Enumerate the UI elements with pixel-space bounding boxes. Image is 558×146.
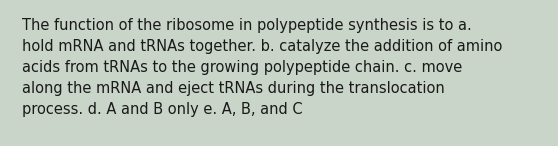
Text: acids from tRNAs to the growing polypeptide chain. c. move: acids from tRNAs to the growing polypept… [22, 60, 462, 75]
Text: along the mRNA and eject tRNAs during the translocation: along the mRNA and eject tRNAs during th… [22, 81, 445, 96]
Text: The function of the ribosome in polypeptide synthesis is to a.: The function of the ribosome in polypept… [22, 18, 472, 33]
Text: process. d. A and B only e. A, B, and C: process. d. A and B only e. A, B, and C [22, 102, 302, 117]
Text: hold mRNA and tRNAs together. b. catalyze the addition of amino: hold mRNA and tRNAs together. b. catalyz… [22, 39, 502, 54]
